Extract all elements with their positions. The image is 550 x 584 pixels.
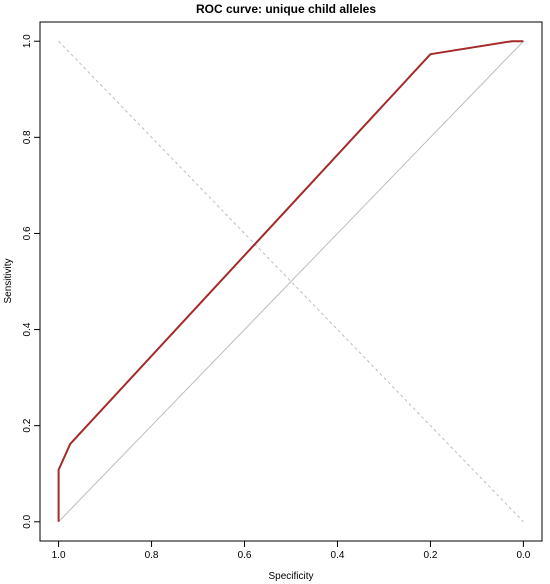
reference-lines <box>58 40 524 523</box>
x-tick-label: 0.8 <box>145 550 159 561</box>
x-tick-label: 0.6 <box>238 550 252 561</box>
x-tick-label: 1.0 <box>52 550 66 561</box>
y-tick-label: 0.6 <box>22 226 33 240</box>
y-tick-label: 0.4 <box>22 322 33 336</box>
y-axis-label: Sensitivity <box>3 258 14 303</box>
y-axis: 0.0 0.2 0.4 0.6 0.8 1.0 <box>22 34 40 529</box>
x-tick-label: 0.4 <box>331 550 345 561</box>
plot-frame <box>39 21 543 542</box>
x-tick-label: 0.0 <box>516 550 530 561</box>
y-tick-label: 0.8 <box>22 130 33 144</box>
x-axis: 1.0 0.8 0.6 0.4 0.2 0.0 <box>52 541 531 561</box>
y-tick-label: 0.2 <box>22 418 33 432</box>
chart-title: ROC curve: unique child alleles <box>196 2 376 16</box>
series-layer <box>57 40 524 522</box>
x-axis-label: Specificity <box>268 571 313 582</box>
y-tick-label: 0.0 <box>22 514 33 528</box>
y-tick-label: 1.0 <box>22 34 33 48</box>
roc-curve-line <box>57 40 524 522</box>
reference-line-diagonal <box>58 40 524 523</box>
x-tick-label: 0.2 <box>423 550 437 561</box>
